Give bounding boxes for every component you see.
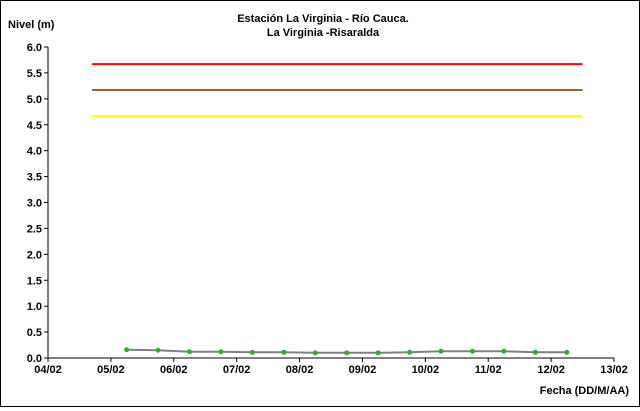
chart-title: Estación La Virginia - Río Cauca. — [237, 13, 409, 25]
series-group — [124, 347, 570, 356]
x-tick-label: 09/02 — [349, 364, 377, 376]
x-tick-label: 11/02 — [475, 364, 502, 376]
y-axis-ticks: 0.0 0.5 1.0 1.5 2.0 2.5 3.0 3.5 4.0 4.5 5.0 5.5 6.0 — [27, 42, 48, 365]
data-point — [312, 350, 318, 356]
data-point — [218, 349, 224, 355]
y-tick-label: 4.5 — [27, 120, 42, 132]
y-tick-label: 6.0 — [27, 42, 42, 54]
y-tick-label: 0.5 — [27, 327, 42, 339]
data-point — [281, 349, 287, 355]
x-tick-label: 04/02 — [34, 364, 62, 376]
x-tick-label: 06/02 — [160, 364, 188, 376]
y-tick-label: 5.5 — [27, 68, 42, 80]
x-tick-label: 12/02 — [537, 364, 565, 376]
y-tick-label: 2.0 — [27, 249, 42, 261]
x-tick-label: 05/02 — [97, 364, 125, 376]
y-tick-label: 3.5 — [27, 172, 42, 184]
data-point — [532, 349, 538, 355]
y-tick-label: 1.5 — [27, 275, 42, 287]
x-tick-label: 10/02 — [412, 364, 440, 376]
x-axis-label: Fecha (DD/M/AA) — [540, 385, 630, 397]
x-tick-label: 13/02 — [600, 364, 628, 376]
x-axis-ticks: 04/02 05/02 06/02 07/02 08/02 09/02 10/02 11/02… — [34, 358, 628, 376]
data-point — [564, 349, 570, 355]
y-tick-label: 1.0 — [27, 301, 42, 313]
data-point — [438, 348, 444, 354]
threshold-lines — [92, 63, 583, 117]
data-point — [407, 349, 413, 355]
chart-subtitle: La Virginia -Risaralda — [267, 27, 380, 39]
y-axis-label: Nivel (m) — [8, 19, 55, 31]
data-point — [155, 347, 161, 353]
data-point — [249, 349, 255, 355]
y-tick-label: 5.0 — [27, 94, 42, 106]
y-tick-label: 3.0 — [27, 198, 42, 210]
y-tick-label: 0.0 — [27, 353, 42, 365]
data-point — [124, 347, 130, 353]
x-tick-label: 07/02 — [223, 364, 251, 376]
x-tick-label: 08/02 — [286, 364, 314, 376]
data-point — [344, 350, 350, 356]
data-point — [501, 348, 507, 354]
data-point — [470, 348, 475, 354]
data-point — [375, 350, 381, 356]
data-point — [187, 349, 192, 355]
y-tick-label: 2.5 — [27, 223, 42, 235]
y-tick-label: 4.0 — [27, 146, 42, 158]
